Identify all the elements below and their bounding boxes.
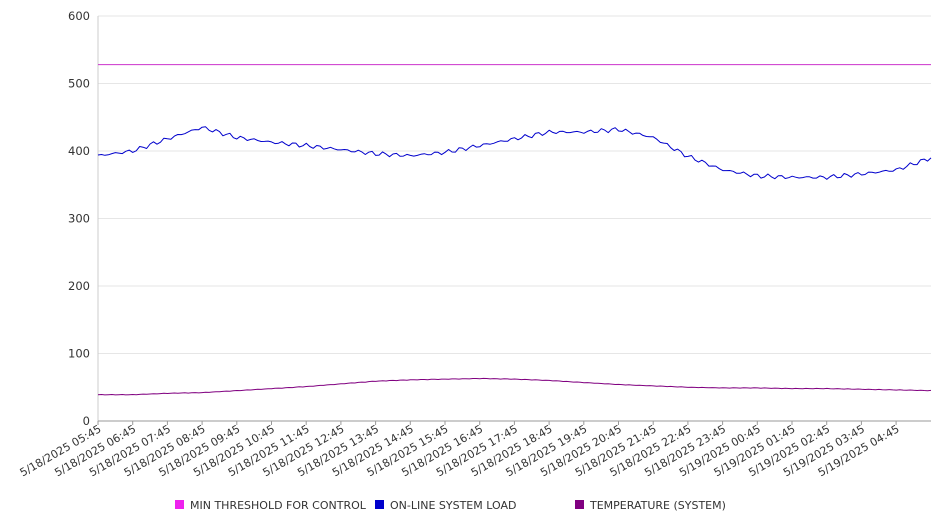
legend-swatch <box>175 500 184 509</box>
y-tick-label-600: 600 <box>68 9 90 23</box>
legend-swatch <box>375 500 384 509</box>
y-tick-label-400: 400 <box>68 144 90 158</box>
y-tick-label-500: 500 <box>68 77 90 91</box>
y-tick-label-0: 0 <box>83 414 90 428</box>
y-tick-label-200: 200 <box>68 279 90 293</box>
axes <box>97 16 931 425</box>
legend-label: MIN THRESHOLD FOR CONTROL <box>190 499 367 512</box>
legend-swatch <box>575 500 584 509</box>
y-tick-labels: 0 100 200 300 400 500 600 <box>68 9 90 428</box>
y-tick-label-300: 300 <box>68 212 90 226</box>
x-tick-labels: 5/18/2025 05:455/18/2025 06:455/18/2025 … <box>18 422 902 479</box>
series-lines <box>97 64 932 396</box>
series-line-on-line-system-load <box>97 126 932 180</box>
y-tick-label-100: 100 <box>68 347 90 361</box>
series-line-temperature-system <box>97 377 932 396</box>
legend: MIN THRESHOLD FOR CONTROL ON-LINE SYSTEM … <box>175 499 726 512</box>
legend-label: ON-LINE SYSTEM LOAD <box>390 499 516 512</box>
gridlines <box>98 15 931 354</box>
legend-label: TEMPERATURE (SYSTEM) <box>589 499 726 512</box>
